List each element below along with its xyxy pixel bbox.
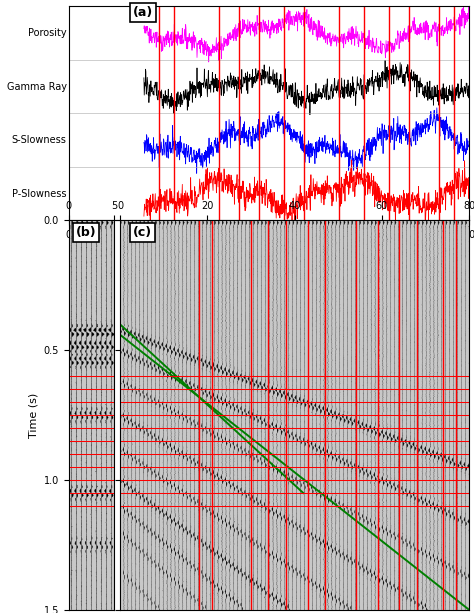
Text: (c): (c) — [133, 226, 152, 239]
Text: Porosity: Porosity — [28, 28, 67, 38]
Text: S-Slowness: S-Slowness — [12, 135, 67, 145]
Text: (a): (a) — [133, 6, 153, 19]
Y-axis label: Time (s): Time (s) — [28, 392, 38, 438]
Text: P-Slowness: P-Slowness — [12, 189, 67, 199]
Text: (b): (b) — [76, 226, 96, 239]
Text: Gamma Ray: Gamma Ray — [7, 82, 67, 91]
